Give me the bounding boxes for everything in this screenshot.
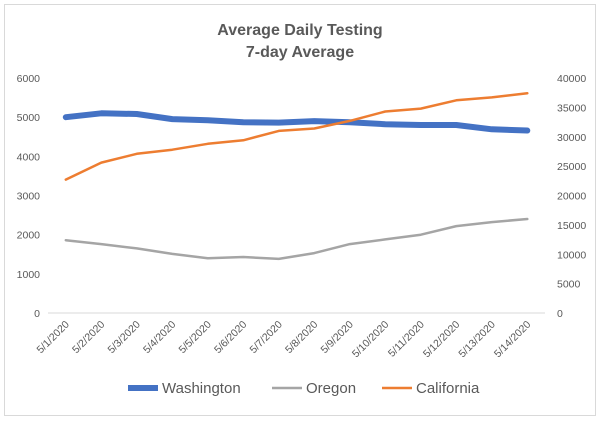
- left-axis: 0 1000 2000 3000 4000 5000 6000: [17, 73, 41, 320]
- left-tick-label: 5000: [17, 112, 41, 124]
- x-tick-label: 5/12/2020: [421, 319, 463, 361]
- x-tick-label: 5/5/2020: [176, 319, 213, 356]
- x-tick-label: 5/3/2020: [105, 319, 142, 356]
- x-tick-label: 5/2/2020: [70, 319, 107, 356]
- legend-label-washington: Washington: [162, 380, 241, 397]
- chart-frame: [4, 4, 596, 416]
- x-tick-label: 5/13/2020: [456, 319, 498, 361]
- right-tick-label: 10000: [557, 249, 586, 261]
- right-tick-label: 15000: [557, 220, 586, 232]
- x-axis: 5/1/20205/2/20205/3/20205/4/20205/5/2020…: [34, 319, 533, 361]
- right-tick-label: 20000: [557, 191, 586, 203]
- right-tick-label: 30000: [557, 132, 586, 144]
- left-tick-label: 4000: [17, 151, 41, 163]
- chart-subtitle: 7-day Average: [246, 44, 354, 61]
- right-tick-label: 25000: [557, 161, 586, 173]
- left-tick-label: 6000: [17, 73, 41, 85]
- x-tick-label: 5/11/2020: [386, 319, 427, 360]
- legend-label-oregon: Oregon: [306, 380, 356, 397]
- right-axis: 0 5000 10000 15000 20000 25000 30000 35000 40000: [557, 73, 586, 320]
- x-tick-label: 5/6/2020: [212, 319, 249, 356]
- left-tick-label: 2000: [17, 230, 41, 242]
- chart-title: Average Daily Testing: [217, 22, 382, 39]
- right-tick-label: 0: [557, 308, 563, 320]
- right-tick-label: 5000: [557, 279, 581, 291]
- legend: Washington Oregon California: [128, 380, 480, 397]
- series-line-oregon: [64, 217, 529, 261]
- series-lines: [62, 92, 531, 261]
- right-tick-label: 40000: [557, 73, 586, 85]
- x-tick-label: 5/10/2020: [350, 319, 392, 361]
- x-tick-label: 5/1/2020: [34, 319, 71, 356]
- x-tick-label: 5/7/2020: [247, 319, 284, 356]
- x-tick-label: 5/4/2020: [141, 319, 178, 356]
- legend-label-california: California: [416, 380, 480, 397]
- right-tick-label: 35000: [557, 102, 586, 114]
- left-tick-label: 0: [34, 308, 40, 320]
- series-line-washington: [62, 110, 531, 134]
- x-tick-label: 5/14/2020: [492, 319, 534, 361]
- series-line-california: [64, 92, 529, 181]
- left-tick-label: 3000: [17, 191, 41, 203]
- x-tick-label: 5/8/2020: [283, 319, 320, 356]
- left-tick-label: 1000: [17, 269, 41, 281]
